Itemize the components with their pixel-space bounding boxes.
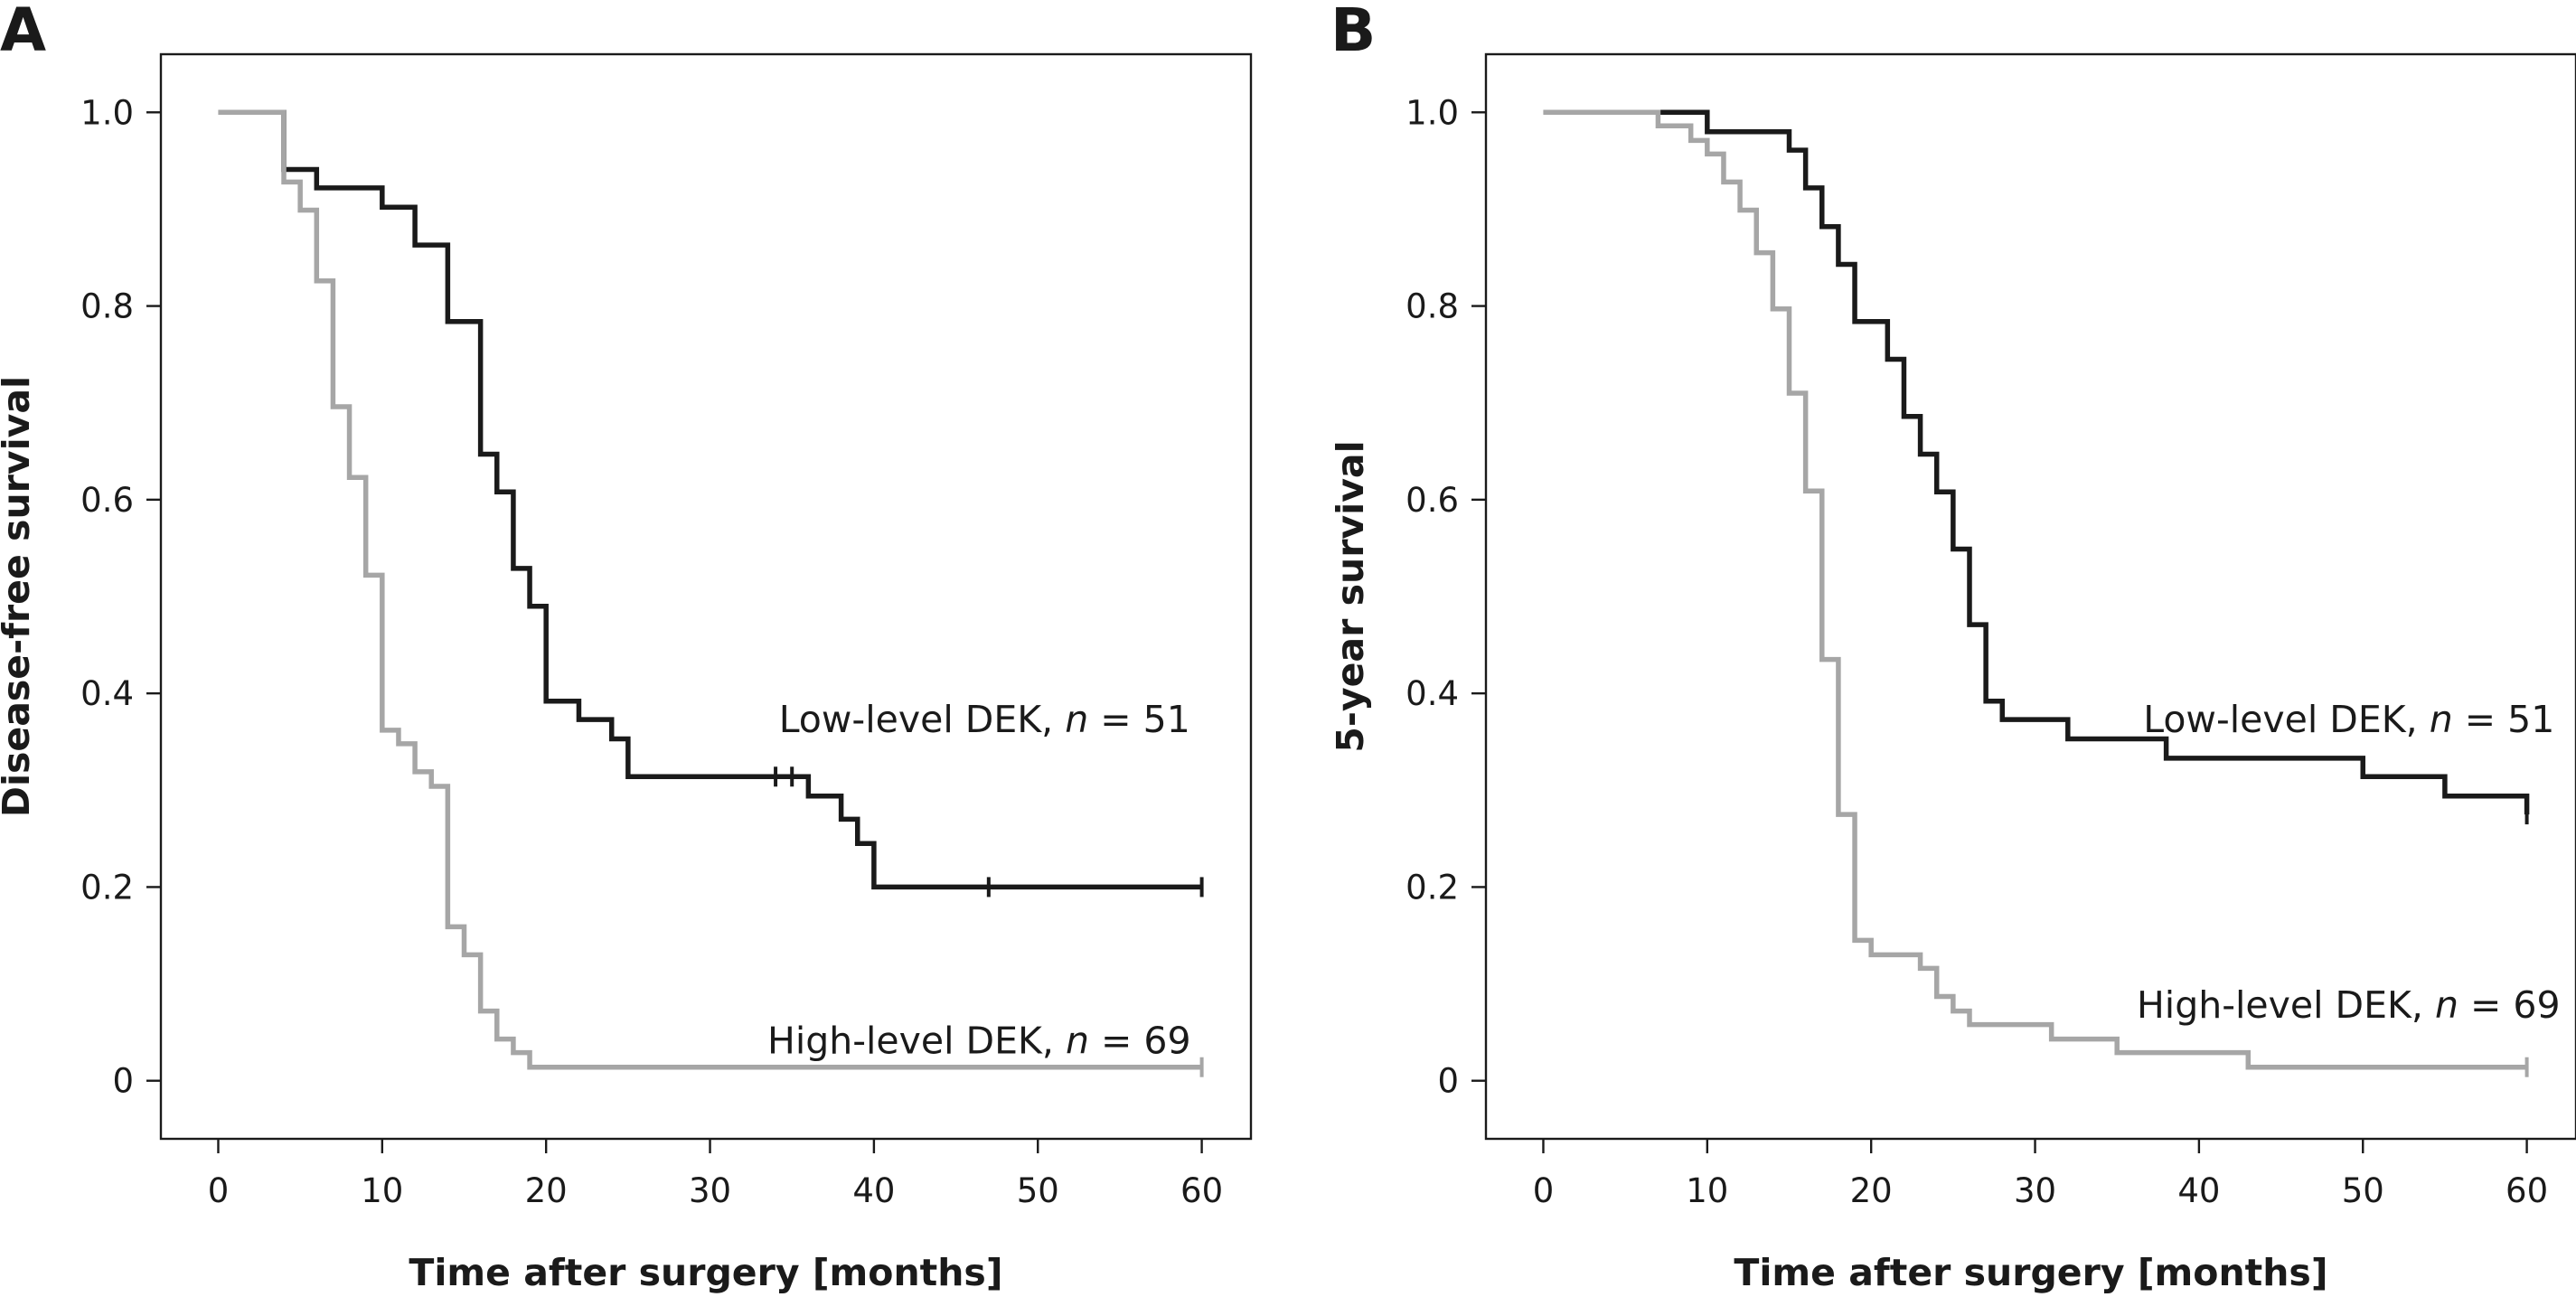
y-tick-label: 0 <box>112 1062 134 1101</box>
y-tick-label: 0 <box>1437 1062 1459 1101</box>
low-level-dek-label: Low-level DEK, n = 51 <box>2143 698 2554 741</box>
high-level-dek-curve <box>1543 109 2527 1070</box>
plot-frame <box>159 52 1253 1141</box>
y-tick-label: 0.2 <box>1406 868 1459 907</box>
high-level-dek-label: High-level DEK, n = 69 <box>2137 983 2561 1027</box>
y-tick-label: 0.6 <box>1406 481 1459 520</box>
x-axis-title: Time after surgery [months] <box>1734 1251 2327 1294</box>
y-tick-label: 0.8 <box>80 287 134 326</box>
x-tick-label: 10 <box>1686 1171 1728 1210</box>
y-tick-label: 1.0 <box>80 93 134 132</box>
x-tick-label: 10 <box>361 1171 403 1210</box>
panel-letter: B <box>1330 0 1376 65</box>
y-tick-label: 0.4 <box>1406 674 1459 713</box>
x-tick-label: 30 <box>2014 1171 2056 1210</box>
y-tick-label: 0.2 <box>80 868 134 907</box>
y-tick-label: 0.8 <box>1406 287 1459 326</box>
x-tick-label: 40 <box>2177 1171 2220 1210</box>
y-tick-label: 0.6 <box>80 481 134 520</box>
x-tick-label: 60 <box>1180 1171 1223 1210</box>
y-tick-label: 1.0 <box>1406 93 1459 132</box>
high-level-dek-curve <box>218 109 1202 1070</box>
panel-a-disease-free-survival: A 0 10 20 30 40 50 60 0 0.2 0.4 0.6 0.8 1.0 Time after… <box>0 0 1253 1294</box>
plot-frame <box>1484 52 2576 1141</box>
x-tick-label: 20 <box>525 1171 568 1210</box>
y-axis-title: 5-year survival <box>1329 440 1372 752</box>
x-tick-label: 40 <box>852 1171 895 1210</box>
x-tick-label: 0 <box>1533 1171 1555 1210</box>
y-tick-label: 0.4 <box>80 674 134 713</box>
x-axis-title: Time after surgery [months] <box>409 1251 1002 1294</box>
y-axis-title: Disease-free survival <box>0 376 38 817</box>
x-tick-label: 30 <box>689 1171 731 1210</box>
panel-b-5-year-survival: B 0 10 20 30 40 50 60 0 0.2 0.4 0.6 0.8 1.0 Time after… <box>1329 0 2576 1294</box>
x-tick-label: 50 <box>2342 1171 2384 1210</box>
x-tick-label: 50 <box>1017 1171 1059 1210</box>
low-level-dek-curve <box>1543 109 2530 815</box>
x-tick-label: 20 <box>1850 1171 1893 1210</box>
low-level-dek-curve <box>218 109 1202 890</box>
high-level-dek-label: High-level DEK, n = 69 <box>767 1020 1191 1063</box>
panel-letter: A <box>0 0 46 65</box>
low-level-dek-label: Low-level DEK, n = 51 <box>779 698 1190 741</box>
x-tick-label: 0 <box>208 1171 230 1210</box>
x-tick-label: 60 <box>2505 1171 2548 1210</box>
